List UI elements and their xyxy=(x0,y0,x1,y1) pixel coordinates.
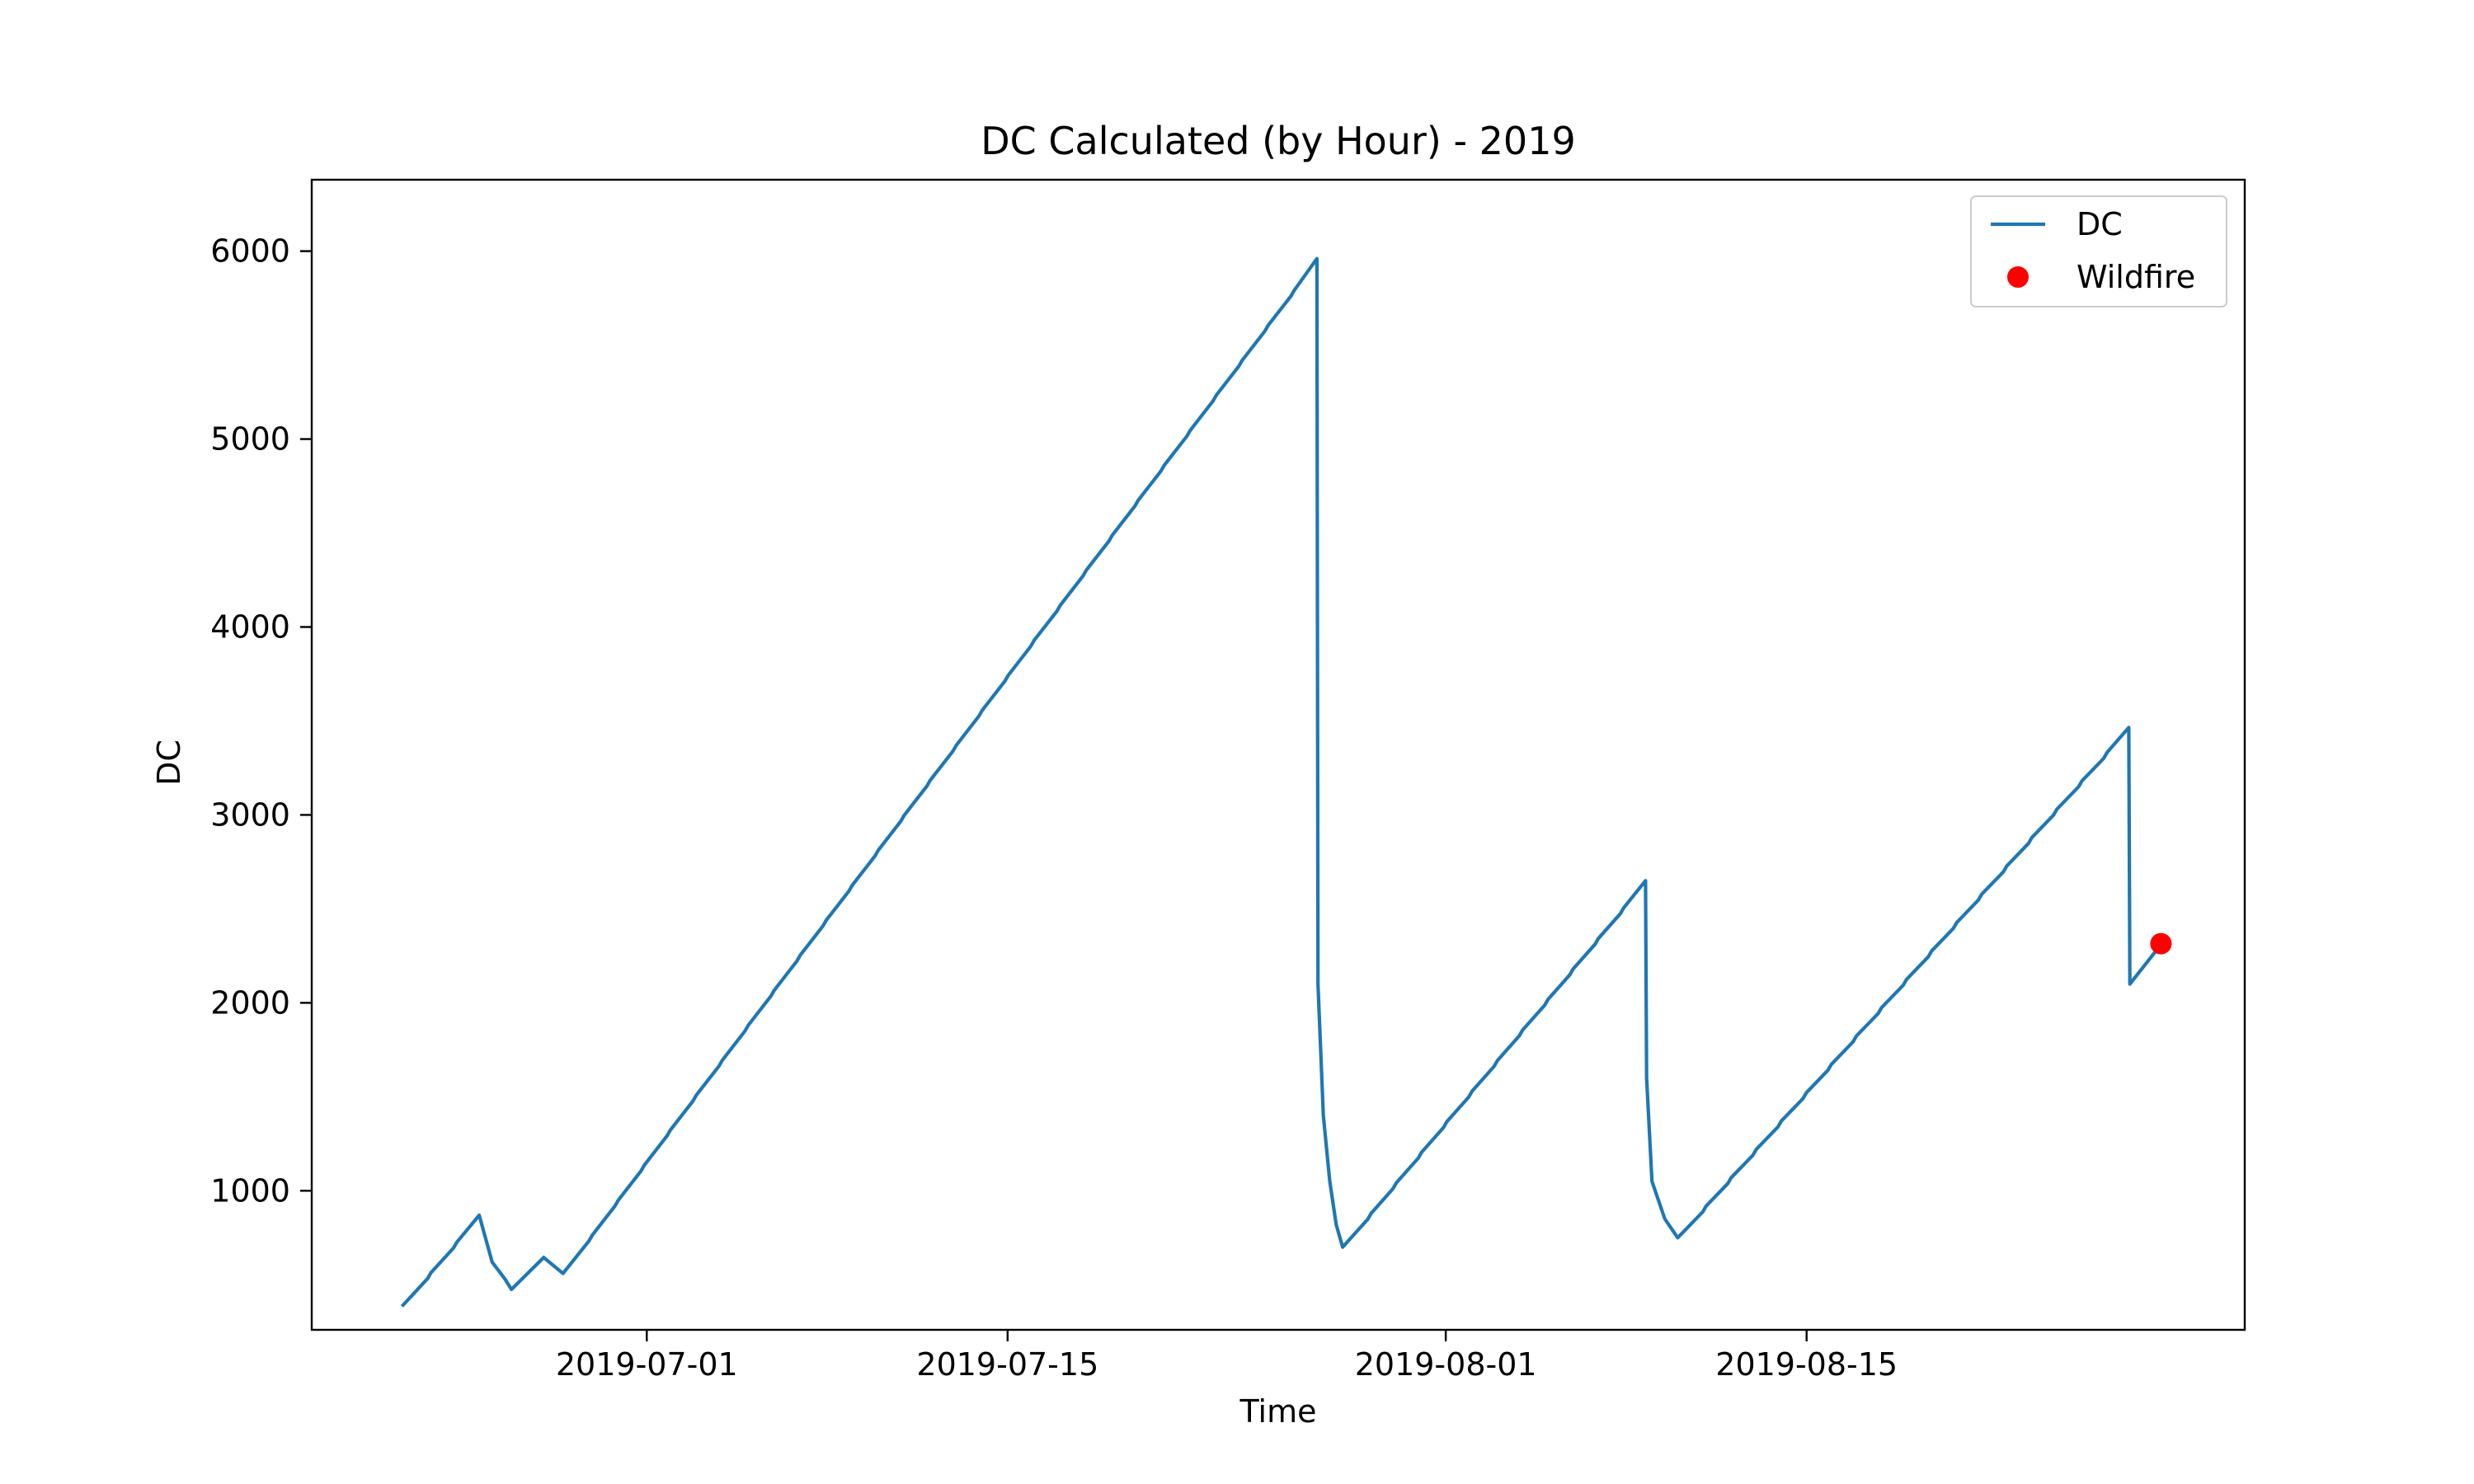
x-tick-label: 2019-07-01 xyxy=(556,1346,738,1383)
y-tick-label: 5000 xyxy=(210,421,290,458)
legend-label: DC xyxy=(2077,206,2123,242)
y-tick-label: 4000 xyxy=(210,609,290,646)
x-tick-label: 2019-08-01 xyxy=(1355,1346,1537,1383)
wildfire-point xyxy=(2150,932,2172,955)
y-tick-label: 1000 xyxy=(210,1172,290,1209)
plot-area xyxy=(310,178,2246,1331)
x-axis-label: Time xyxy=(1239,1393,1317,1430)
y-tick-label: 2000 xyxy=(210,984,290,1021)
x-tick-label: 2019-08-15 xyxy=(1715,1346,1898,1383)
x-tick-label: 2019-07-15 xyxy=(916,1346,1098,1383)
series-line-dc xyxy=(400,256,2163,1308)
legend-label: Wildfire xyxy=(2077,259,2195,295)
series-layer xyxy=(400,256,2172,1308)
y-axis-label: DC xyxy=(151,740,187,786)
x-axis: 2019-07-01 2019-07-15 2019-08-01 2019-08-15 xyxy=(556,1330,1898,1383)
y-axis: 1000 2000 3000 4000 5000 6000 xyxy=(210,233,312,1209)
legend: DC Wildfire xyxy=(1970,195,2227,308)
y-tick-label: 6000 xyxy=(210,233,290,270)
chart-title: DC Calculated (by Hour) - 2019 xyxy=(981,119,1575,163)
legend-marker-swatch xyxy=(2007,266,2029,288)
y-tick-label: 3000 xyxy=(210,796,290,833)
plot-frame xyxy=(310,178,2246,1331)
